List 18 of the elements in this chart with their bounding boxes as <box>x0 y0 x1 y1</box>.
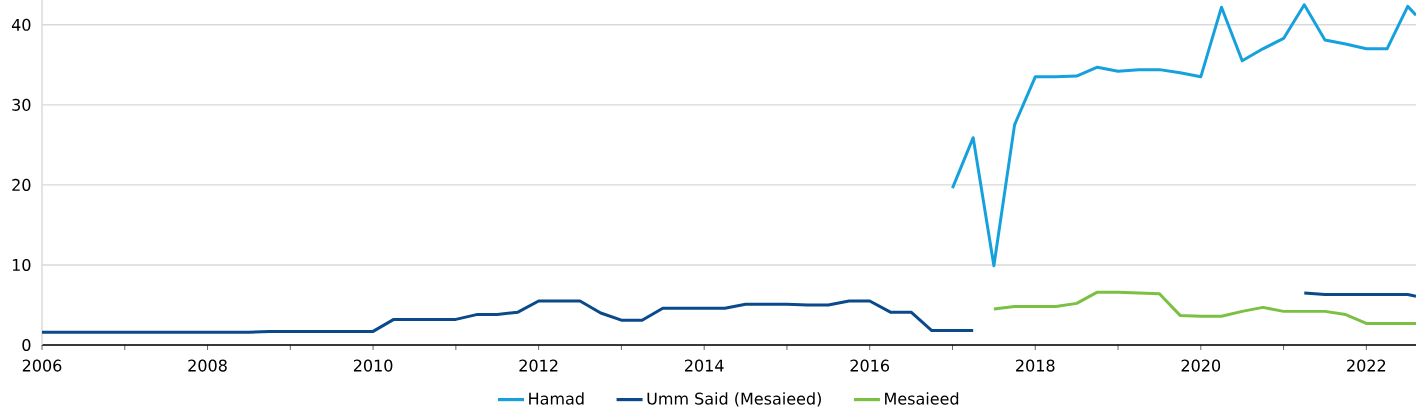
x-tick-label: 2014 <box>684 359 724 372</box>
x-tick-label: 2016 <box>850 359 890 372</box>
x-tick-label: 2012 <box>519 359 558 372</box>
y-tick-label: 30 <box>12 98 31 111</box>
line-series <box>950 3 1416 268</box>
x-tick-label: 2006 <box>22 359 62 372</box>
legend-label: Hamad <box>529 392 584 405</box>
y-tick-label: 40 <box>11 18 31 31</box>
x-tick-label: 2022 <box>1347 359 1386 372</box>
x-tick-label: 2020 <box>1181 359 1221 372</box>
y-tick-label: 0 <box>22 338 31 352</box>
y-tick-label: 20 <box>12 178 31 191</box>
x-tick-label: 2018 <box>1016 359 1055 372</box>
legend-label: Umm Said (Mesaieed) <box>647 392 821 407</box>
legend-label: Mesaieed <box>885 392 959 405</box>
y-tick-label: 10 <box>12 258 31 272</box>
x-tick-label: 2010 <box>353 359 393 372</box>
x-tick-label: 2008 <box>188 359 227 372</box>
